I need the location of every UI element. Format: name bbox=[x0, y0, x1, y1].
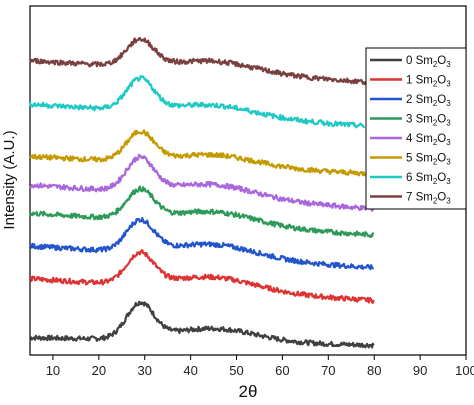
x-tick-label: 70 bbox=[321, 363, 335, 378]
series-line-7 bbox=[28, 36, 374, 86]
series-line-2 bbox=[29, 217, 374, 271]
x-tick-label: 60 bbox=[275, 363, 289, 378]
series-line-0 bbox=[29, 300, 375, 349]
x-tick-label: 90 bbox=[413, 363, 427, 378]
legend-label-3: 3 Sm2O3 bbox=[406, 114, 451, 128]
x-tick-label: 100 bbox=[455, 363, 474, 378]
legend: 0 Sm2O3 1 Sm2O3 2 Sm2O3 3 Sm2O3 4 Sm2O3 5 Sm2… bbox=[365, 47, 467, 210]
series-line-1 bbox=[29, 249, 375, 304]
x-axis-ticks: 10 20 30 40 50 60 70 80 90 100 bbox=[46, 355, 474, 378]
legend-label-2: 2 Sm2O3 bbox=[406, 94, 451, 108]
legend-box bbox=[365, 47, 467, 210]
legend-label-7: 7 Sm2O3 bbox=[406, 192, 451, 206]
x-tick-label: 30 bbox=[138, 363, 152, 378]
x-tick-label: 10 bbox=[46, 363, 60, 378]
legend-label-5: 5 Sm2O3 bbox=[406, 153, 451, 167]
legend-label-4: 4 Sm2O3 bbox=[406, 133, 451, 147]
x-tick-label: 50 bbox=[229, 363, 243, 378]
x-tick-label: 20 bbox=[92, 363, 106, 378]
series-line-4 bbox=[29, 153, 375, 212]
series-layer bbox=[28, 36, 375, 349]
y-axis-title: Intensity (A.U.) bbox=[1, 130, 18, 229]
x-tick-label: 40 bbox=[183, 363, 197, 378]
series-line-6 bbox=[28, 74, 366, 129]
series-line-5 bbox=[29, 129, 374, 178]
legend-label-0: 0 Sm2O3 bbox=[406, 55, 451, 69]
series-line-3 bbox=[28, 185, 375, 238]
x-axis-title: 2θ bbox=[239, 382, 258, 401]
legend-label-6: 6 Sm2O3 bbox=[406, 172, 451, 186]
x-tick-label: 80 bbox=[367, 363, 381, 378]
legend-label-1: 1 Sm2O3 bbox=[406, 75, 451, 89]
